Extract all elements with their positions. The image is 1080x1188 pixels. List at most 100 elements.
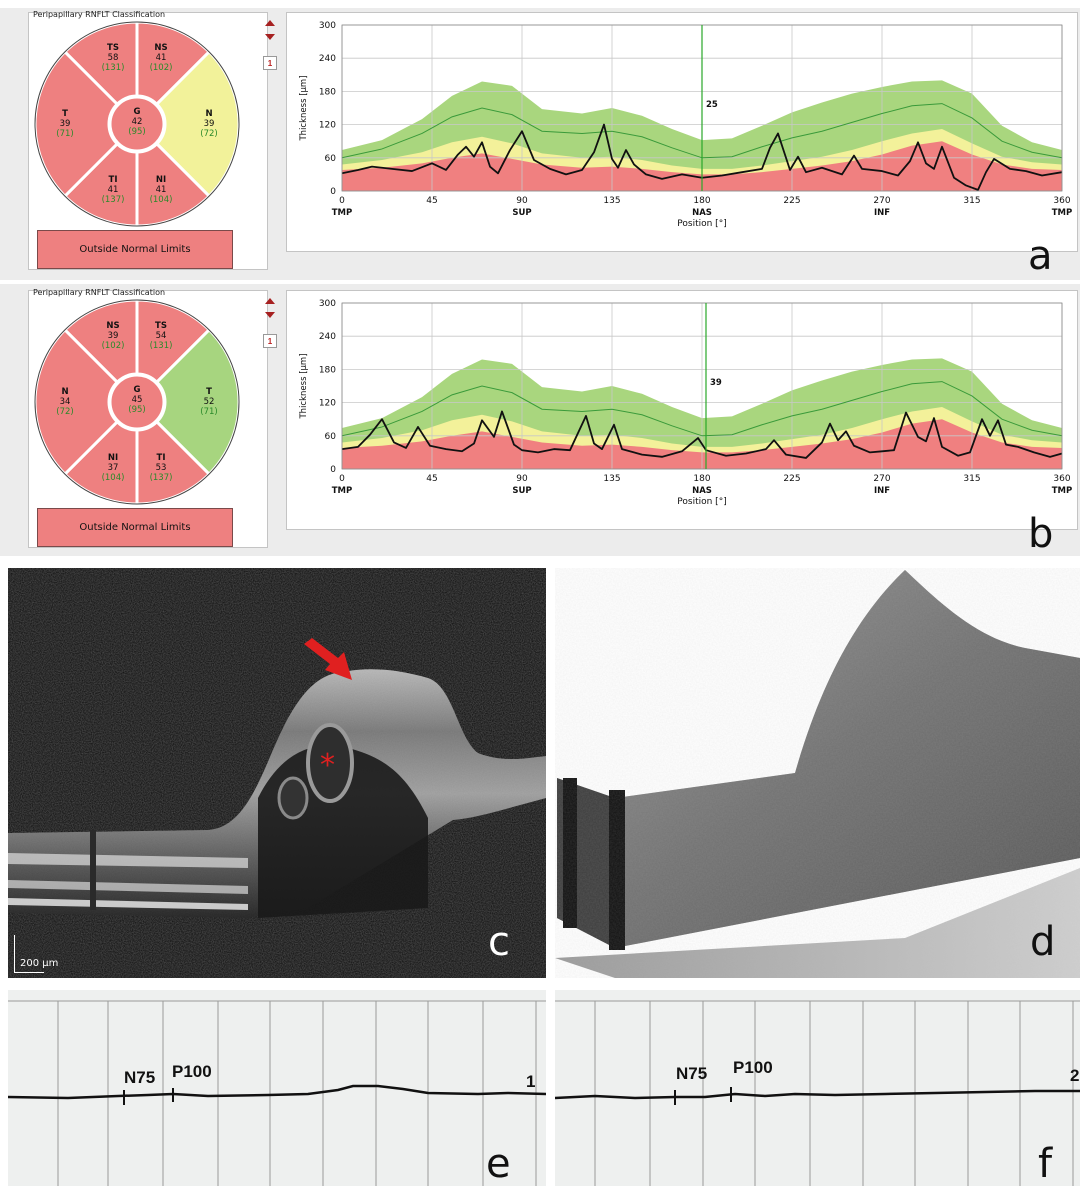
region-label: TMP (1052, 486, 1073, 496)
sector-left-value: 39 (60, 119, 71, 129)
x-tick-label: 315 (963, 474, 980, 484)
y-tick-label: 60 (325, 432, 337, 442)
panel-letter-d: d (1030, 919, 1056, 965)
thickness-chart-b: 0 45 90 135 180 225 270 315 360 0 60 120 180 240 300 TM… (299, 299, 1073, 507)
sector-left-normal: (71) (56, 129, 73, 139)
oct-3d-drawing (555, 568, 1080, 978)
x-tick-label: 360 (1053, 196, 1070, 206)
x-tick-label: 270 (873, 196, 890, 206)
sector-right-normal: (72) (200, 129, 217, 139)
sector-lower-right-value: 41 (156, 185, 167, 195)
normative-mean-line (341, 381, 1063, 437)
sector-left-value: 34 (60, 397, 71, 407)
x-tick-label: 90 (516, 196, 528, 206)
y-tick-label: 240 (319, 54, 336, 64)
sector-lower-right-normal: (137) (150, 473, 173, 483)
classification-title-b: Peripapillary RNFLT Classification (33, 288, 166, 297)
wheel-outline (34, 299, 240, 505)
sector-lower-right-value: 53 (156, 463, 167, 473)
sector-upper-right-value: 54 (156, 331, 167, 341)
x-tick-label: 180 (693, 474, 710, 484)
vep-trace-e-drawing (8, 1000, 546, 1186)
sector-center[interactable] (108, 95, 166, 153)
panel-letter-e: e (486, 1141, 511, 1187)
y-tick-label: 120 (319, 399, 336, 409)
region-label: INF (874, 486, 890, 496)
sector-center-name: G (134, 107, 141, 117)
panel-letter-b: b (1028, 511, 1054, 557)
sector-upper-right-name: TS (155, 321, 167, 331)
sector-upper-right-normal: (102) (150, 63, 173, 73)
sector-right-name: T (206, 387, 212, 397)
scan-index-button[interactable]: 1 (263, 334, 277, 348)
vep-trace-f-drawing (555, 1000, 1080, 1186)
y-tick-label: 180 (319, 87, 336, 97)
oct-bscan-image (8, 568, 546, 978)
sector-wheel-a: TS58(131)NS41(102)T39(71)N39(72)TI41(137… (33, 20, 241, 228)
region-label: TMP (1052, 208, 1073, 218)
sector-left-normal: (72) (56, 407, 73, 417)
y-tick-label: 300 (319, 299, 336, 309)
y-tick-label: 60 (325, 154, 337, 164)
panel-letter-f: f (1038, 1141, 1053, 1187)
x-tick-label: 135 (603, 196, 620, 206)
sector-center-name: G (134, 385, 141, 395)
sector-left-name: N (61, 387, 68, 397)
region-label: SUP (512, 208, 531, 218)
y-tick-label: 240 (319, 332, 336, 342)
sector-center-normal: (95) (128, 127, 145, 137)
classification-title-a: Peripapillary RNFLT Classification (33, 10, 166, 19)
x-tick-label: 315 (963, 196, 980, 206)
x-tick-label: 90 (516, 474, 528, 484)
y-axis-label: Thickness [µm] (299, 353, 309, 419)
y-tick-label: 300 (319, 21, 336, 31)
down-arrow-icon[interactable] (265, 312, 275, 318)
sector-center-value: 42 (132, 117, 143, 127)
region-label: TMP (332, 208, 353, 218)
sector-lower-right-name: TI (157, 453, 166, 463)
channel-label-f: 2 (1070, 1066, 1080, 1085)
sector-lower-left-name: TI (109, 175, 118, 185)
x-tick-label: 135 (603, 474, 620, 484)
scale-bar-horizontal (14, 972, 44, 973)
plot-frame (341, 302, 1063, 470)
x-tick-label: 45 (426, 196, 437, 206)
sector-upper-right-value: 41 (156, 53, 167, 63)
x-tick-label: 45 (426, 474, 437, 484)
sector-upper-right-normal: (131) (150, 341, 173, 351)
region-label: SUP (512, 486, 531, 496)
y-axis-label: Thickness [µm] (299, 75, 309, 141)
x-tick-label: 180 (693, 196, 710, 206)
x-tick-label: 0 (339, 196, 345, 206)
scale-bar-label: 200 µm (20, 958, 59, 969)
x-tick-label: 225 (783, 474, 800, 484)
panel-letter-c: c (488, 919, 510, 965)
region-label: TMP (332, 486, 353, 496)
region-label: NAS (692, 208, 712, 218)
sector-lower-left-value: 37 (108, 463, 119, 473)
sector-upper-left-name: NS (106, 321, 119, 331)
up-arrow-icon[interactable] (265, 298, 275, 304)
scale-bar-vertical (14, 935, 15, 973)
y-tick-label: 120 (319, 121, 336, 131)
scan-index-button[interactable]: 1 (263, 56, 277, 70)
x-tick-label: 225 (783, 196, 800, 206)
y-tick-label: 0 (330, 187, 336, 197)
x-tick-label: 270 (873, 474, 890, 484)
region-label: INF (874, 208, 890, 218)
sector-center[interactable] (108, 373, 166, 431)
x-axis-label: Position [°] (677, 219, 726, 229)
n75-label-f: N75 (676, 1064, 708, 1083)
down-arrow-icon[interactable] (265, 34, 275, 40)
sector-lower-right-name: NI (156, 175, 166, 185)
status-banner-b: Outside Normal Limits (37, 508, 233, 547)
sector-lower-left-normal: (104) (102, 473, 125, 483)
panel-letter-a: a (1028, 233, 1053, 279)
measured-thickness-line (341, 410, 1063, 459)
sector-right-normal: (71) (200, 407, 217, 417)
n75-label-e: N75 (124, 1068, 156, 1087)
sector-right-value: 39 (204, 119, 215, 129)
up-arrow-icon[interactable] (265, 20, 275, 26)
vep-trace-f (555, 990, 1080, 1186)
